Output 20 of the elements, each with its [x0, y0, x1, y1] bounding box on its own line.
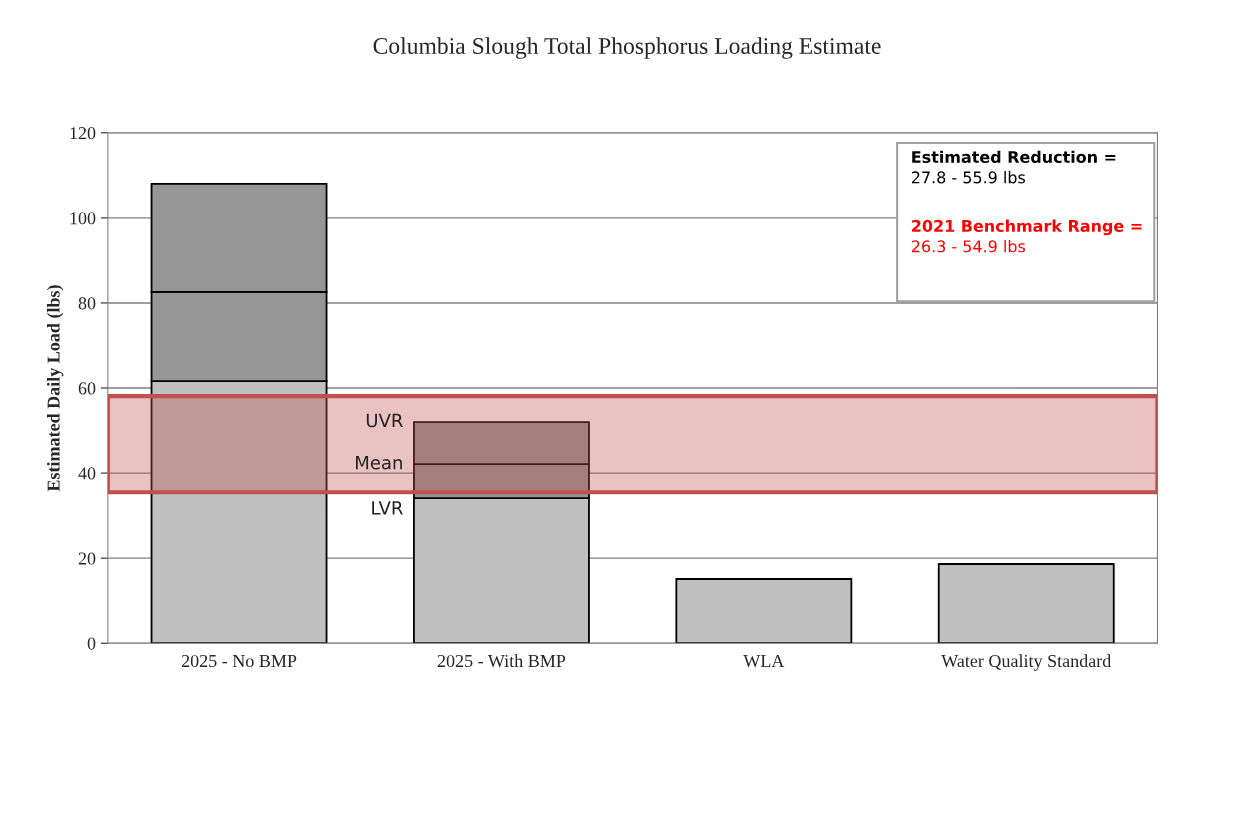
annotation: LVR	[372, 501, 403, 515]
y-axis-title: Estimated Daily Load (lbs)	[46, 285, 64, 492]
annotation: UVR	[366, 413, 403, 428]
y-tick-label: 120	[70, 127, 96, 140]
annotation: Mean	[356, 455, 402, 470]
annotation: Estimated Reduction = 27.8 - 55.9 lbs	[911, 150, 1116, 184]
x-tick-label: Water Quality Standard	[941, 654, 1112, 671]
annotation: 2021 Benchmark Range = 26.3 - 54.9 lbs	[911, 219, 1142, 253]
y-tick-label: 40	[78, 467, 96, 480]
y-tick-label: 0	[87, 637, 96, 650]
chart-title: Columbia Slough Total Phosphorus Loading Estimate	[373, 37, 881, 59]
x-tick-label: 2025 - No BMP	[181, 654, 297, 668]
x-tick-label: 2025 - With BMP	[437, 654, 566, 668]
y-tick-label: 80	[78, 297, 96, 310]
x-tick-label: WLA	[743, 654, 785, 668]
y-tick-label: 100	[70, 212, 96, 225]
bar	[937, 563, 1115, 644]
y-tick-label: 20	[78, 552, 96, 565]
bar	[675, 578, 853, 644]
y-tick-label: 60	[78, 382, 96, 395]
